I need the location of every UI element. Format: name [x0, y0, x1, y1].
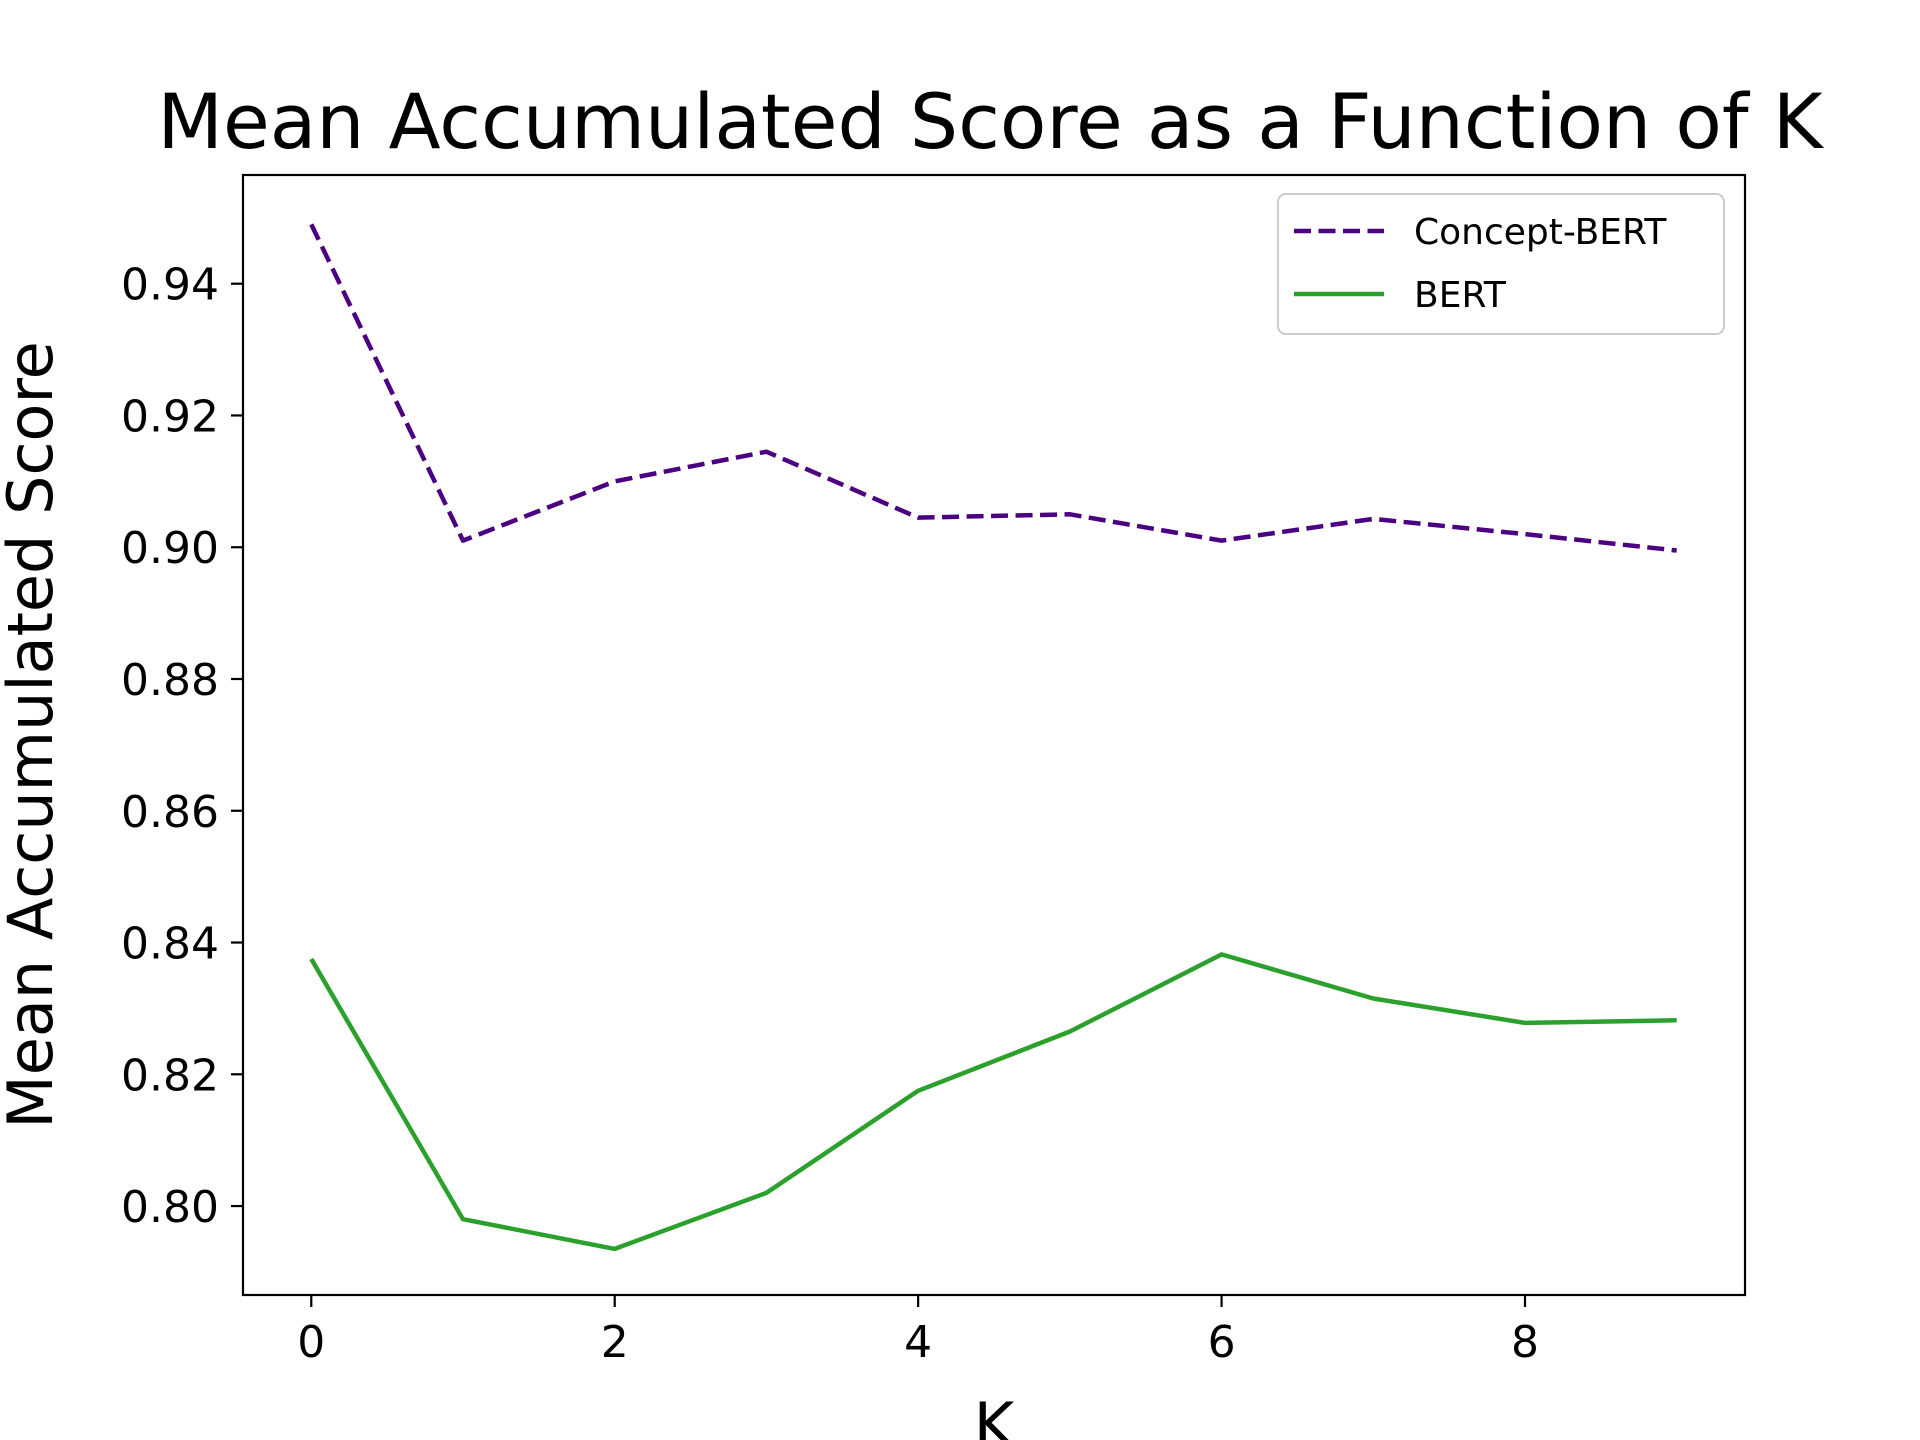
y-tick-label: 0.84 — [121, 919, 219, 970]
chart-title: Mean Accumulated Score as a Function of … — [157, 77, 1824, 166]
y-tick-label: 0.86 — [121, 787, 219, 838]
y-tick-label: 0.92 — [121, 391, 219, 442]
x-tick-label: 0 — [297, 1317, 325, 1368]
y-tick-label: 0.90 — [121, 523, 219, 574]
x-tick-label: 8 — [1511, 1317, 1539, 1368]
series-group — [309, 223, 1677, 1252]
legend: Concept-BERT BERT — [1277, 193, 1725, 335]
y-tick-label: 0.88 — [121, 655, 219, 706]
x-tick-label: 4 — [904, 1317, 932, 1368]
series-line-bert — [309, 952, 1677, 1252]
legend-label-bert: BERT — [1414, 275, 1507, 316]
plot-frame — [241, 173, 1747, 1297]
legend-box — [1277, 193, 1725, 335]
x-tick-label: 2 — [601, 1317, 629, 1368]
y-tick-label: 0.94 — [121, 260, 219, 311]
x-axis: 0 2 4 6 8 — [297, 1295, 1539, 1368]
y-axis-label: Mean Accumulated Score — [0, 341, 67, 1129]
y-axis: 0.80 0.82 0.84 0.86 0.88 0.90 0.92 0.94 — [121, 260, 243, 1233]
y-tick-label: 0.80 — [121, 1182, 219, 1233]
x-axis-label: K — [974, 1389, 1016, 1440]
legend-label-concept-bert: Concept-BERT — [1414, 212, 1667, 253]
y-tick-label: 0.82 — [121, 1050, 219, 1101]
plot-area — [241, 173, 1747, 1297]
x-tick-label: 6 — [1208, 1317, 1236, 1368]
series-line-concept-bert — [309, 223, 1677, 553]
